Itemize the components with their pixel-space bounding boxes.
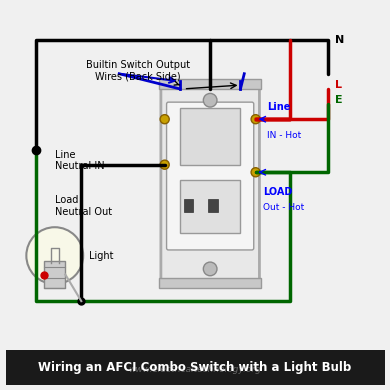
Bar xyxy=(208,199,218,212)
Circle shape xyxy=(251,115,260,124)
Circle shape xyxy=(203,94,217,107)
Text: E: E xyxy=(335,95,343,105)
FancyBboxPatch shape xyxy=(167,102,254,250)
Text: Wiring an AFCI Combo Switch with a Light Bulb: Wiring an AFCI Combo Switch with a Light… xyxy=(38,361,352,374)
Text: LOAD: LOAD xyxy=(263,188,292,197)
Circle shape xyxy=(160,160,169,169)
Bar xyxy=(5,350,385,385)
Bar xyxy=(159,80,261,89)
Bar xyxy=(44,261,66,288)
Text: L: L xyxy=(335,80,342,90)
Text: Line: Line xyxy=(267,102,291,112)
Bar xyxy=(180,180,241,233)
Circle shape xyxy=(27,227,83,284)
Bar xyxy=(180,108,241,165)
Bar xyxy=(184,199,193,212)
Text: IN - Hot: IN - Hot xyxy=(267,131,301,140)
Text: Line
Neutral IN: Line Neutral IN xyxy=(55,149,105,171)
Circle shape xyxy=(160,115,169,124)
Text: Builtin Switch Output
Wires (Back Side): Builtin Switch Output Wires (Back Side) xyxy=(86,60,190,85)
Text: Out - Hot: Out - Hot xyxy=(263,202,305,212)
Bar xyxy=(159,278,261,288)
Text: N: N xyxy=(335,35,344,44)
Circle shape xyxy=(251,168,260,177)
Circle shape xyxy=(203,262,217,276)
Text: Light: Light xyxy=(89,251,113,261)
Text: www.electricaltechnology.org: www.electricaltechnology.org xyxy=(129,365,261,374)
Text: Load
Neutral Out: Load Neutral Out xyxy=(55,195,112,216)
FancyBboxPatch shape xyxy=(161,85,259,282)
